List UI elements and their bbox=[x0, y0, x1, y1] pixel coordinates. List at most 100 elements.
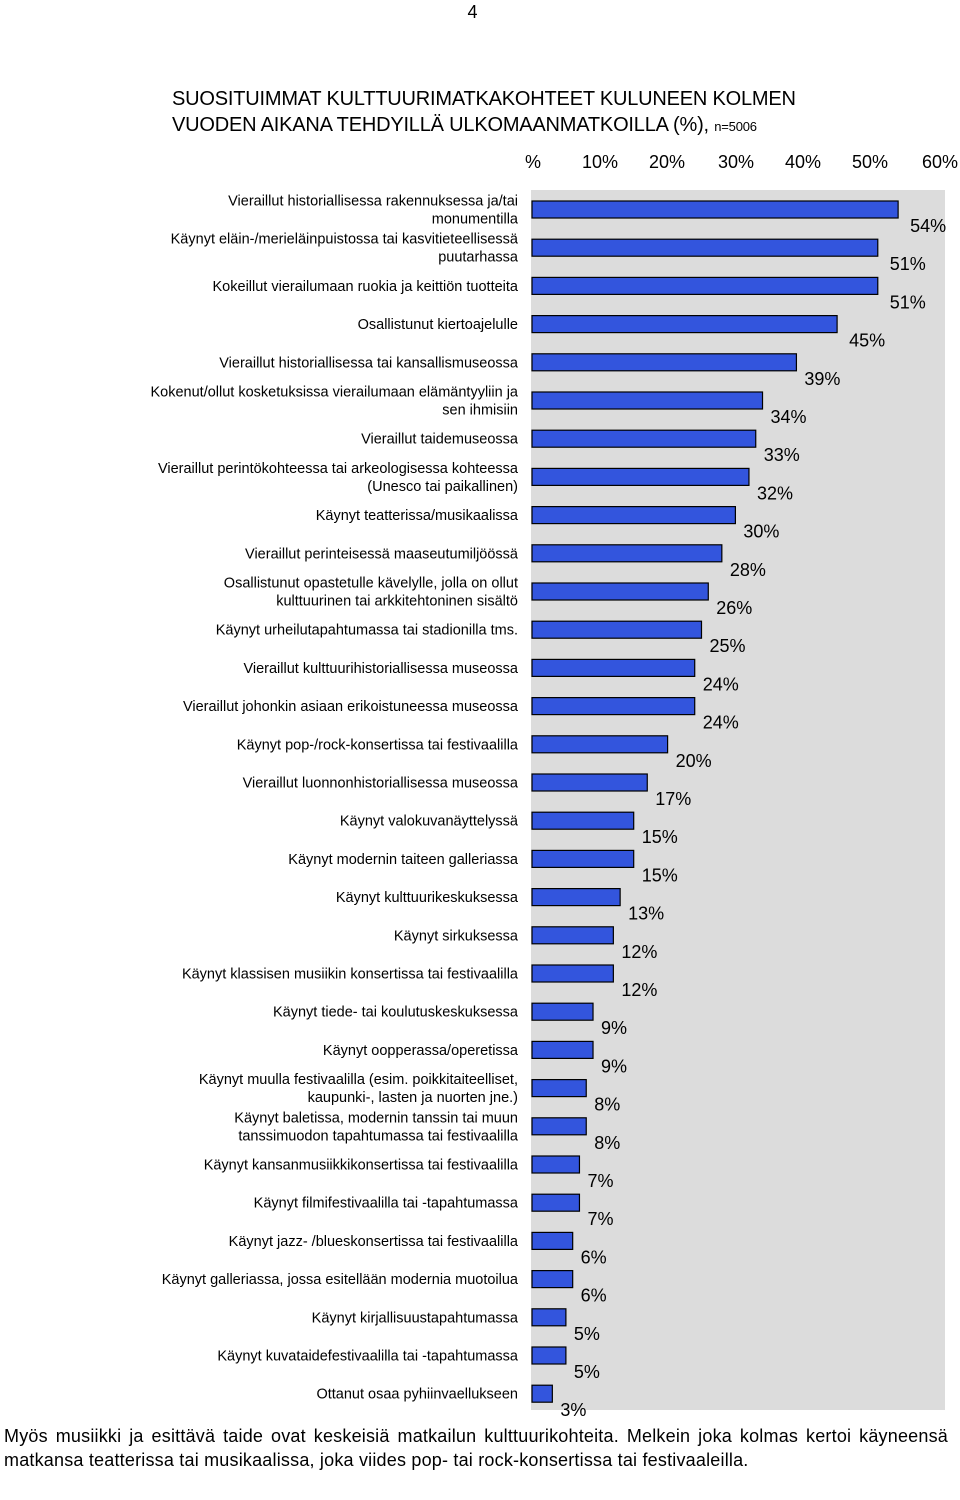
bar-value-label: 5% bbox=[574, 1362, 600, 1382]
category-label: Käynyt filmifestivaalilla tai -tapahtuma… bbox=[254, 1196, 519, 1212]
category-label: Vieraillut historiallisessa rakennuksess… bbox=[228, 194, 518, 210]
bar-value-label: 39% bbox=[804, 369, 840, 389]
category-label: Kokenut/ollut kosketuksissa vierailumaan… bbox=[150, 385, 518, 401]
category-label: Käynyt modernin taiteen galleriassa bbox=[288, 852, 519, 868]
bar bbox=[531, 544, 723, 563]
bar bbox=[531, 1117, 587, 1136]
bar-value-label: 12% bbox=[621, 942, 657, 962]
category-label: (Unesco tai paikallinen) bbox=[367, 479, 518, 495]
category-label: Osallistunut kiertoajelulle bbox=[358, 317, 518, 333]
bar bbox=[531, 429, 757, 448]
category-label: Käynyt muulla festivaalilla (esim. poikk… bbox=[199, 1072, 518, 1088]
bar-value-label: 6% bbox=[581, 1247, 607, 1267]
category-label: Käynyt urheilutapahtumassa tai stadionil… bbox=[216, 623, 518, 639]
category-label: Käynyt galleriassa, jossa esitellään mod… bbox=[162, 1272, 519, 1288]
chart-title-line2: VUODEN AIKANA TEHDYILLÄ ULKOMAANMATKOILL… bbox=[172, 112, 796, 140]
bar-value-label: 25% bbox=[710, 636, 746, 656]
category-label: Osallistunut opastetulle kävelylle, joll… bbox=[224, 576, 518, 592]
x-tick-label: 50% bbox=[852, 152, 888, 172]
bar bbox=[531, 1193, 581, 1212]
x-tick-label: 20% bbox=[649, 152, 685, 172]
bar-value-label: 15% bbox=[642, 827, 678, 847]
bar bbox=[531, 887, 621, 907]
chart-title: SUOSITUIMMAT KULTTUURIMATKAKOHTEET KULUN… bbox=[172, 86, 796, 140]
bar-value-label: 5% bbox=[574, 1324, 600, 1344]
bar-value-label: 26% bbox=[716, 598, 752, 618]
bar bbox=[531, 582, 709, 601]
bar bbox=[531, 276, 879, 295]
bar bbox=[531, 964, 614, 983]
bar-value-label: 15% bbox=[642, 865, 678, 885]
bar bbox=[531, 1002, 594, 1021]
bar-value-label: 54% bbox=[910, 216, 946, 236]
category-label: puutarhassa bbox=[438, 250, 519, 266]
bar-value-label: 33% bbox=[764, 445, 800, 465]
bar-chart: % 10% 20% 30% 40% 50% 60% 54% Vieraillut histori… bbox=[150, 152, 958, 1420]
category-label: Vieraillut johonkin asiaan erikoistunees… bbox=[183, 699, 519, 715]
bar-value-label: 13% bbox=[628, 904, 664, 924]
bar bbox=[531, 773, 648, 792]
category-label: Vieraillut taidemuseossa bbox=[361, 432, 519, 448]
category-label: Käynyt klassisen musiikin konsertissa ta… bbox=[182, 967, 519, 983]
category-label: Vieraillut historiallisessa tai kansalli… bbox=[219, 355, 519, 371]
category-label: Vieraillut luonnonhistoriallisessa museo… bbox=[243, 776, 519, 792]
bar-value-label: 32% bbox=[757, 483, 793, 503]
bar-value-label: 45% bbox=[849, 331, 885, 351]
x-tick-label: 30% bbox=[718, 152, 754, 172]
bar bbox=[531, 926, 614, 945]
bar bbox=[531, 696, 696, 716]
bar bbox=[531, 467, 750, 486]
caption-text: Myös musiikki ja esittävä taide ovat kes… bbox=[4, 1426, 948, 1470]
category-label: kaupunki-, lasten ja nuorten jne.) bbox=[308, 1090, 518, 1106]
category-label: Kokeillut vierailumaan ruokia ja keittiö… bbox=[213, 279, 519, 295]
category-label: Vieraillut perintökohteessa tai arkeolog… bbox=[158, 461, 519, 477]
category-label: sen ihmisiin bbox=[442, 403, 518, 419]
bar-value-label: 3% bbox=[560, 1400, 586, 1420]
bar bbox=[531, 353, 798, 372]
bar-value-label: 6% bbox=[581, 1286, 607, 1306]
bar bbox=[531, 811, 635, 830]
bar bbox=[531, 238, 879, 257]
x-tick-label: 60% bbox=[922, 152, 958, 172]
category-label: Käynyt sirkuksessa bbox=[394, 928, 519, 944]
bar-value-label: 24% bbox=[703, 713, 739, 733]
bar bbox=[531, 1269, 574, 1289]
bar bbox=[531, 200, 899, 219]
category-label: Vieraillut perinteisessä maaseutumiljöös… bbox=[245, 546, 519, 562]
bar bbox=[531, 849, 635, 869]
bar bbox=[531, 620, 703, 639]
chart-title-line1: SUOSITUIMMAT KULTTUURIMATKAKOHTEET KULUN… bbox=[172, 88, 796, 110]
bar-value-label: 24% bbox=[703, 674, 739, 694]
category-label: Käynyt baletissa, modernin tanssin tai m… bbox=[234, 1110, 518, 1126]
bar-value-label: 51% bbox=[890, 292, 926, 312]
category-label: Vieraillut kulttuurihistoriallisessa mus… bbox=[243, 661, 518, 677]
bar-value-label: 8% bbox=[594, 1095, 620, 1115]
sample-size: n=5006 bbox=[714, 119, 757, 134]
bar-value-label: 51% bbox=[890, 254, 926, 274]
bar bbox=[531, 1155, 581, 1174]
bar-value-label: 8% bbox=[594, 1133, 620, 1153]
bar-value-label: 28% bbox=[730, 560, 766, 580]
category-label: tanssimuodon tapahtumassa tai festivaali… bbox=[238, 1128, 519, 1144]
bar bbox=[531, 315, 838, 334]
bar bbox=[531, 658, 696, 678]
bar bbox=[531, 1346, 567, 1365]
category-label: monumentilla bbox=[432, 212, 519, 228]
bar bbox=[531, 1384, 553, 1403]
x-tick-label: 40% bbox=[785, 152, 821, 172]
category-label: Käynyt kirjallisuustapahtumassa bbox=[312, 1310, 519, 1326]
bar-value-label: 20% bbox=[676, 751, 712, 771]
category-label: Ottanut osaa pyhiinvaellukseen bbox=[316, 1387, 518, 1403]
category-label: Käynyt kulttuurikeskuksessa bbox=[336, 890, 519, 906]
bar bbox=[531, 1231, 574, 1251]
bar bbox=[531, 391, 764, 410]
category-label: Käynyt tiede- tai koulutuskeskuksessa bbox=[273, 1005, 519, 1021]
x-tick-label: 10% bbox=[582, 152, 618, 172]
bar-value-label: 12% bbox=[621, 980, 657, 1000]
bar bbox=[531, 1040, 594, 1060]
bar-value-label: 34% bbox=[771, 407, 807, 427]
bar bbox=[531, 506, 736, 525]
category-label: Käynyt jazz- /blueskonsertissa tai festi… bbox=[229, 1234, 519, 1250]
chart-title-line2-text: VUODEN AIKANA TEHDYILLÄ ULKOMAANMATKOILL… bbox=[172, 114, 709, 136]
category-label: Käynyt eläin-/merieläinpuistossa tai kas… bbox=[171, 232, 519, 248]
